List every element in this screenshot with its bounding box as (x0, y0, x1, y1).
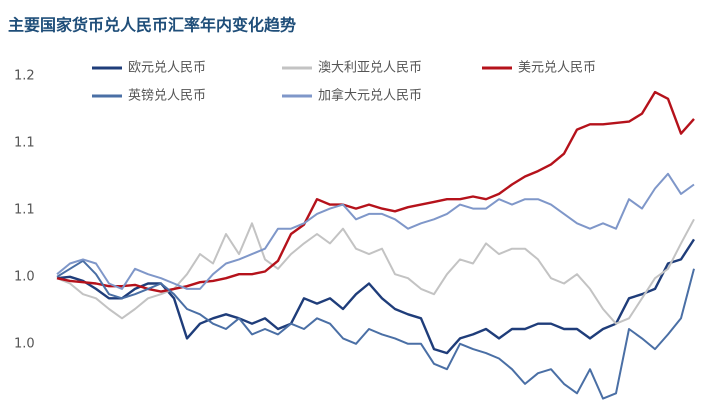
y-tick-label: 1.2 (14, 69, 35, 84)
legend-label: 加拿大元兑人民币 (318, 88, 422, 104)
y-tick-label: 1.0 (14, 336, 35, 351)
y-tick-label: 1.0 (14, 269, 35, 284)
legend-label: 英镑兑人民币 (128, 88, 206, 104)
series-line (56, 259, 695, 400)
legend-label: 美元兑人民币 (518, 61, 596, 76)
series-line (56, 172, 695, 290)
y-tick-label: 1.1 (14, 136, 35, 151)
legend-label: 澳大利亚兑人民币 (318, 60, 422, 76)
series-line (56, 90, 695, 293)
series-line (56, 218, 695, 325)
legend-label: 欧元兑人民币 (128, 61, 206, 76)
y-tick-label: 1.1 (14, 202, 35, 217)
chart-title: 主要国家货币兑人民币汇率年内变化趋势 (8, 16, 296, 35)
